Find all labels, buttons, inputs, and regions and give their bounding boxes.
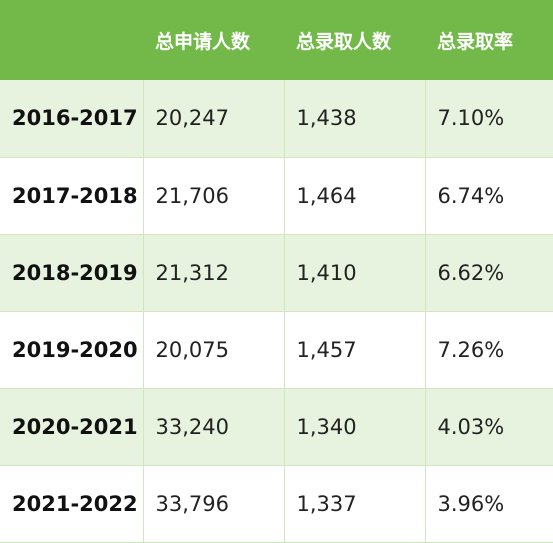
admitted-cell: 1,457 — [284, 311, 426, 389]
header-year-cell — [0, 0, 143, 80]
admitted-cell: 1,464 — [284, 157, 426, 235]
applicants-cell: 21,312 — [143, 234, 285, 312]
table-row: 2019-2020 20,075 1,457 7.26% — [0, 311, 553, 389]
rate-cell: 6.62% — [425, 234, 553, 312]
year-cell: 2018-2019 — [0, 234, 144, 312]
table-row: 2020-2021 33,240 1,340 4.03% — [0, 388, 553, 466]
rate-cell: 6.74% — [425, 157, 553, 235]
header-total-admitted: 总录取人数 — [284, 0, 425, 80]
rate-cell: 4.03% — [425, 388, 553, 466]
year-cell: 2017-2018 — [0, 157, 144, 235]
year-cell: 2020-2021 — [0, 388, 144, 466]
table-row: 2016-2017 20,247 1,438 7.10% — [0, 80, 553, 158]
applicants-cell: 20,075 — [143, 311, 285, 389]
applicants-cell: 20,247 — [143, 80, 285, 158]
header-total-applicants: 总申请人数 — [143, 0, 284, 80]
applicants-cell: 33,240 — [143, 388, 285, 466]
admitted-cell: 1,340 — [284, 388, 426, 466]
header-admission-rate: 总录取率 — [425, 0, 553, 80]
table-row: 2017-2018 21,706 1,464 6.74% — [0, 157, 553, 235]
year-cell: 2016-2017 — [0, 80, 144, 158]
year-cell: 2019-2020 — [0, 311, 144, 389]
rate-cell: 7.10% — [425, 80, 553, 158]
applicants-cell: 33,796 — [143, 465, 285, 543]
header-row: 总申请人数 总录取人数 总录取率 — [0, 0, 553, 80]
admitted-cell: 1,410 — [284, 234, 426, 312]
rate-cell: 7.26% — [425, 311, 553, 389]
applicants-cell: 21,706 — [143, 157, 285, 235]
rate-cell: 3.96% — [425, 465, 553, 543]
table-row: 2021-2022 33,796 1,337 3.96% — [0, 465, 553, 543]
year-cell: 2021-2022 — [0, 465, 144, 543]
table-row: 2018-2019 21,312 1,410 6.62% — [0, 234, 553, 312]
admitted-cell: 1,438 — [284, 80, 426, 158]
admitted-cell: 1,337 — [284, 465, 426, 543]
